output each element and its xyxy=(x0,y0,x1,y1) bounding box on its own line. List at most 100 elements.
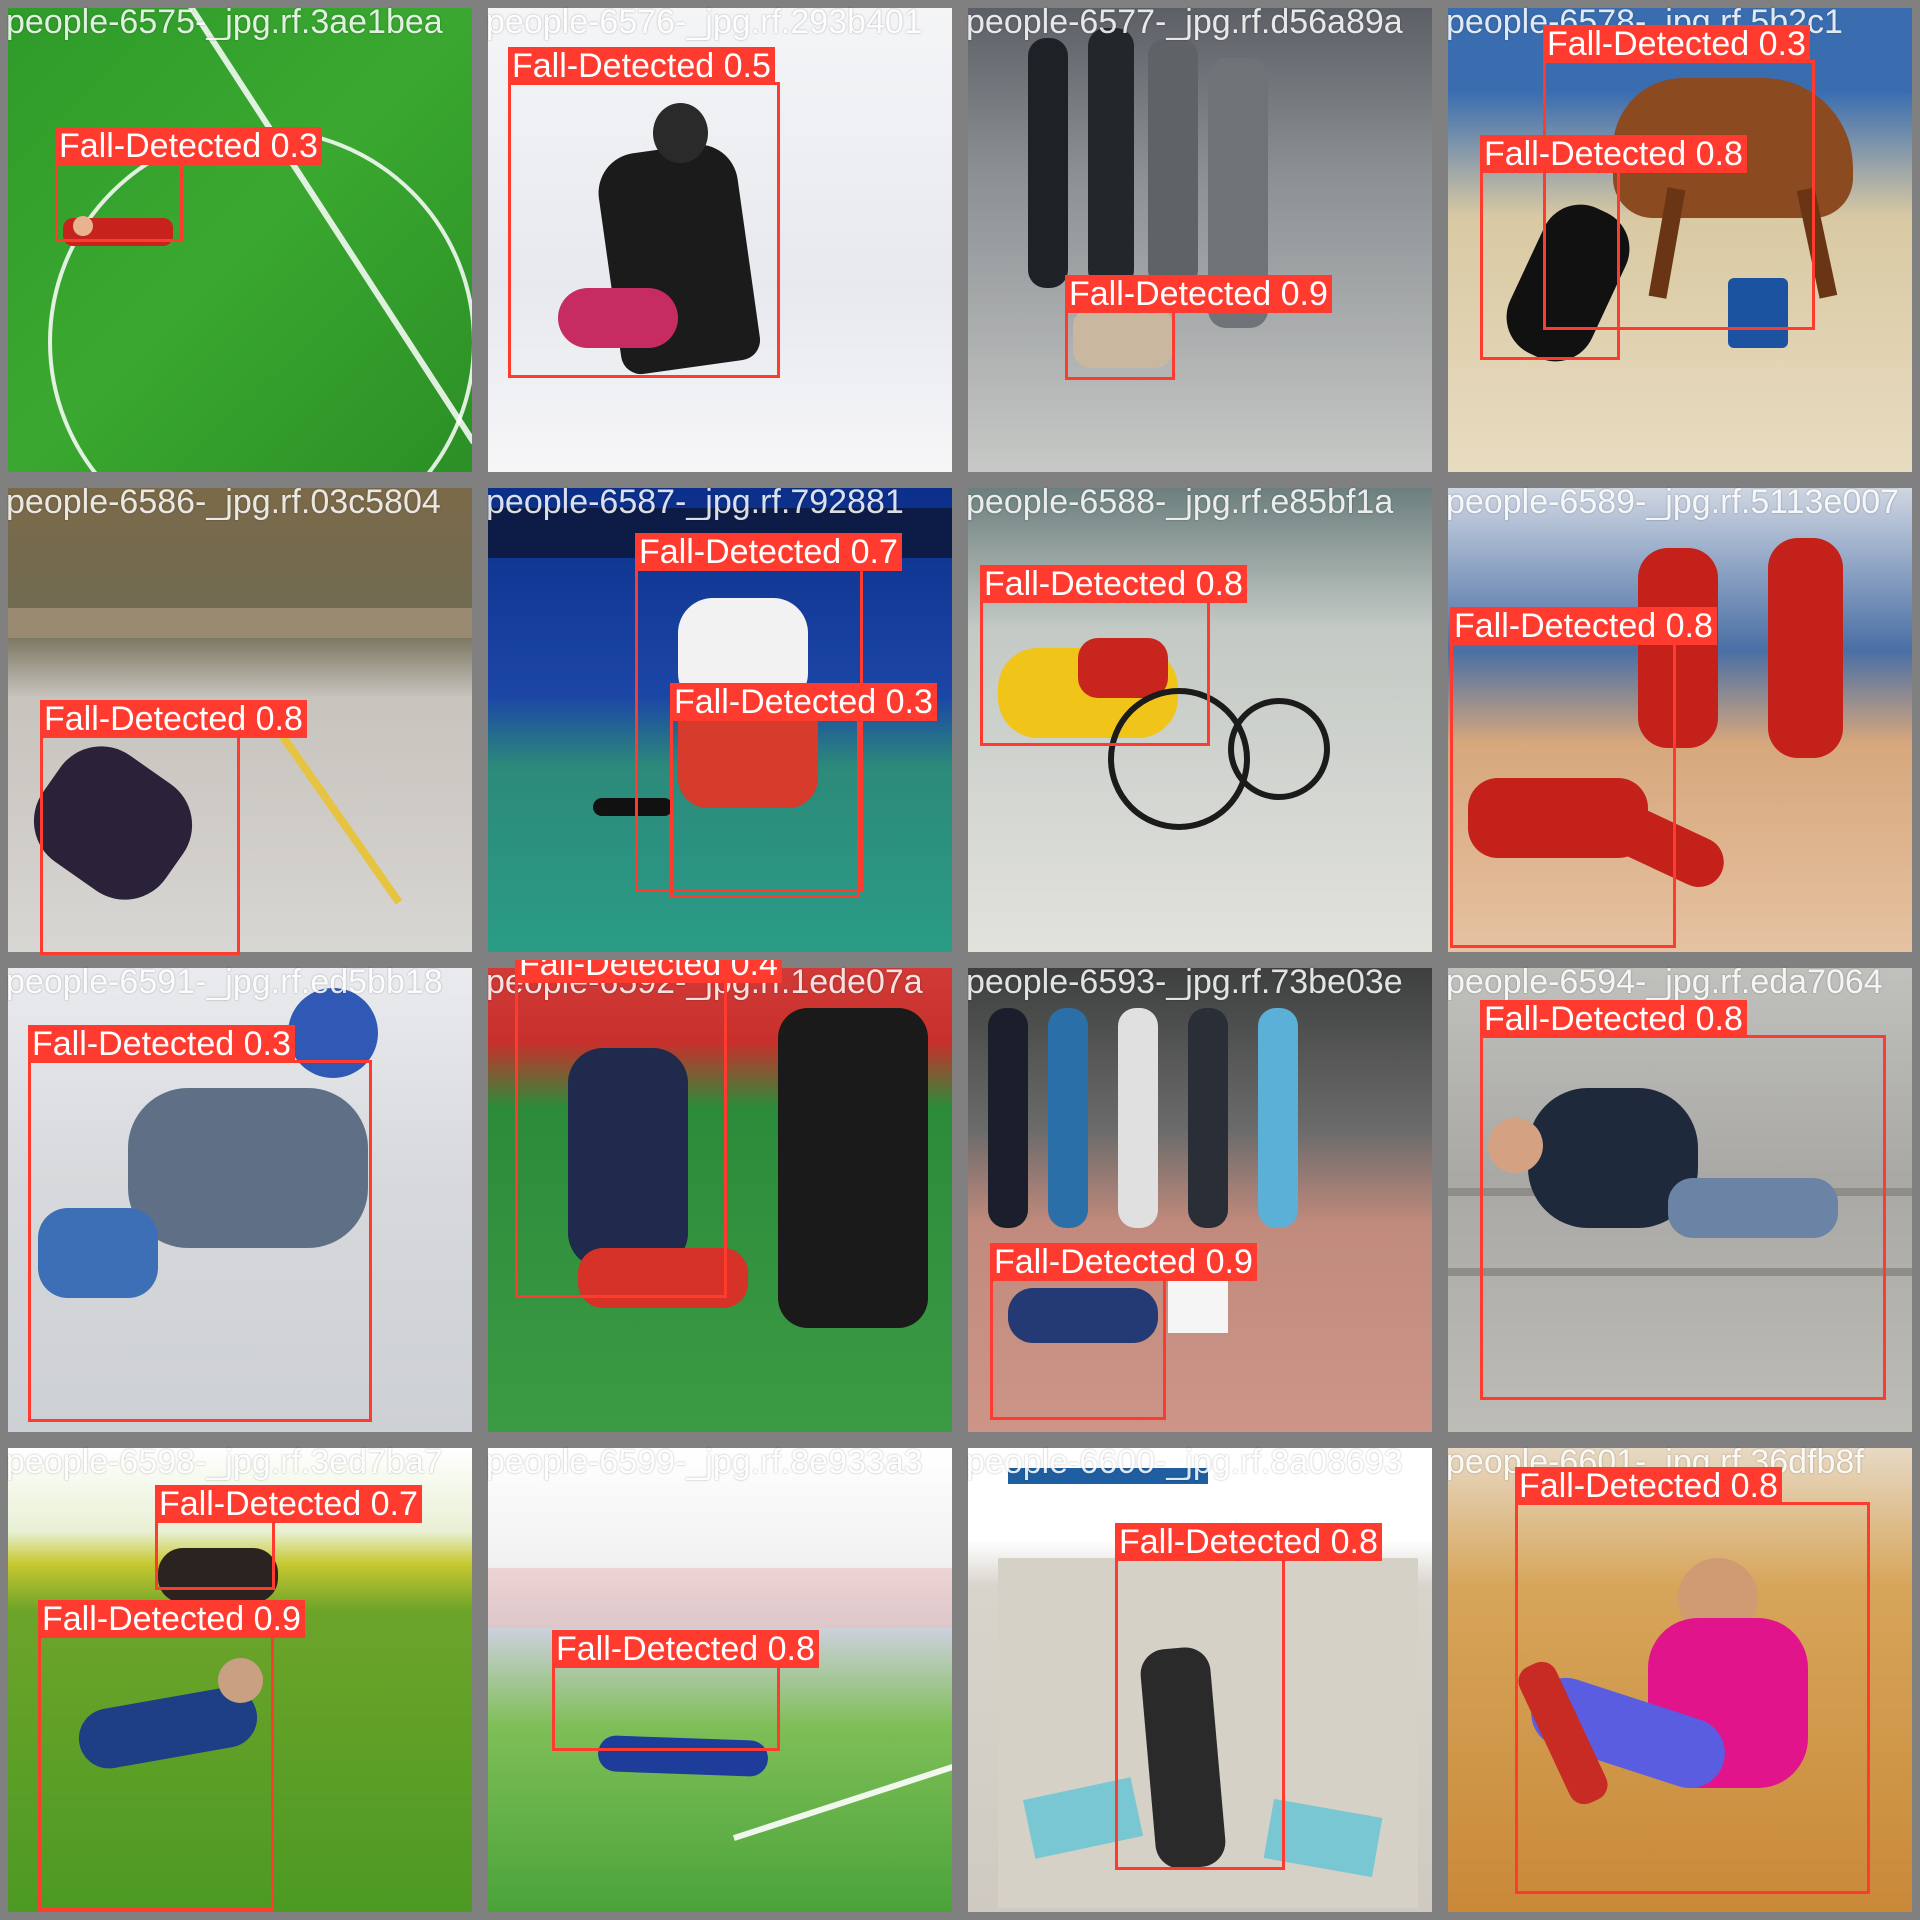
detection-label: Fall-Detected 0.8 xyxy=(1450,607,1717,645)
detection-box: Fall-Detected 0.8 xyxy=(40,700,307,955)
detection-box: Fall-Detected 0.3 xyxy=(670,683,937,898)
filename-label: people-6593-_jpg.rf.73be03e xyxy=(966,963,1403,1001)
detection-label: Fall-Detected 0.7 xyxy=(155,1485,422,1523)
child-body xyxy=(128,1088,368,1248)
tile-photo xyxy=(968,968,1432,1432)
detection-label: Fall-Detected 0.3 xyxy=(28,1025,295,1063)
detection-box: Fall-Detected 0.3 xyxy=(28,1025,372,1422)
detection-box: Fall-Detected 0.8 xyxy=(1515,1467,1870,1894)
medic xyxy=(568,1048,688,1268)
detection-label: Fall-Detected 0.3 xyxy=(670,683,937,721)
player-head xyxy=(73,216,93,236)
filename-label: people-6586-_jpg.rf.03c5804 xyxy=(6,483,441,521)
detection-box: Fall-Detected 0.8 xyxy=(980,565,1247,746)
detection-label: Fall-Detected 0.5 xyxy=(508,47,775,85)
filename-label: people-6600-_jpg.rf.8a08693 xyxy=(966,1443,1403,1481)
fallen-person xyxy=(1073,308,1173,368)
bike-wheel xyxy=(1228,698,1330,800)
image-tile[interactable]: people-6589-_jpg.rf.5113e007 Fall-Detect… xyxy=(1440,480,1920,960)
filename-label: people-6587-_jpg.rf.792881 xyxy=(486,483,904,521)
filename-label: people-6576-_jpg.rf.293b401 xyxy=(486,3,923,41)
sign-paper xyxy=(1168,1273,1228,1333)
detection-label: Fall-Detected 0.8 xyxy=(1480,135,1747,173)
standing-player xyxy=(1768,538,1843,758)
image-tile[interactable]: people-6577-_jpg.rf.d56a89a Fall-Detecte… xyxy=(960,0,1440,480)
detection-box: Fall-Detected 0.9 xyxy=(990,1243,1257,1420)
image-tile[interactable]: people-6600-_jpg.rf.8a08693 Fall-Detecte… xyxy=(960,1440,1440,1920)
detection-label: Fall-Detected 0.8 xyxy=(980,565,1247,603)
detection-box: Fall-Detected 0.9 xyxy=(38,1600,305,1911)
filename-label: people-6589-_jpg.rf.5113e007 xyxy=(1446,483,1900,521)
detection-label: Fall-Detected 0.8 xyxy=(1480,1000,1747,1038)
detection-box: Fall-Detected 0.3 xyxy=(1543,25,1815,330)
rollerblade xyxy=(38,1208,158,1298)
image-tile[interactable]: people-6588-_jpg.rf.e85bf1a Fall-Detecte… xyxy=(960,480,1440,960)
fallen-player xyxy=(578,1248,748,1308)
person-head xyxy=(218,1658,263,1703)
standing-person xyxy=(1118,1008,1158,1228)
tile-photo xyxy=(488,8,952,472)
tile-photo xyxy=(1448,1448,1912,1912)
tile-photo xyxy=(1448,488,1912,952)
image-tile[interactable]: people-6598-_jpg.rf.3ed7ba7 Fall-Detecte… xyxy=(0,1440,480,1920)
detection-label: Fall-Detected 0.9 xyxy=(990,1243,1257,1281)
standing-person xyxy=(1088,28,1134,288)
stone-wall xyxy=(8,608,472,638)
filename-label: people-6594-_jpg.rf.eda7064 xyxy=(1446,963,1883,1001)
detection-label: Fall-Detected 0.3 xyxy=(1543,25,1810,63)
standing-person xyxy=(1148,38,1198,288)
filename-label: people-6598-_jpg.rf.3ed7ba7 xyxy=(6,1443,443,1481)
standing-person xyxy=(1188,1008,1228,1228)
image-tile[interactable]: people-6586-_jpg.rf.03c5804 Fall-Detecte… xyxy=(0,480,480,960)
image-tile[interactable]: people-6578-_jpg.rf.5b2c1 Fall-Detected … xyxy=(1440,0,1920,480)
field-line xyxy=(732,1761,952,1841)
racket xyxy=(593,798,673,816)
tile-photo xyxy=(8,1448,472,1912)
standing-person xyxy=(1048,1008,1088,1228)
image-tile[interactable]: people-6587-_jpg.rf.792881 Fall-Detected… xyxy=(480,480,960,960)
standing-person xyxy=(1028,38,1068,288)
logo-mark xyxy=(1728,278,1788,348)
tile-photo xyxy=(488,968,952,1432)
detection-box: Fall-Detected 0.3 xyxy=(55,127,322,242)
filename-label: people-6575-_jpg.rf.3ae1bea xyxy=(6,3,443,41)
tile-photo xyxy=(968,8,1432,472)
detection-box: Fall-Detected 0.4 xyxy=(515,960,782,1298)
stadium-stands xyxy=(488,1568,952,1628)
image-tile[interactable]: people-6593-_jpg.rf.73be03e Fall-Detecte… xyxy=(960,960,1440,1440)
image-tile[interactable]: people-6594-_jpg.rf.eda7064 Fall-Detecte… xyxy=(1440,960,1920,1440)
pink-dress xyxy=(558,288,678,348)
tile-photo xyxy=(488,1448,952,1912)
fallen-man-legs xyxy=(1668,1178,1838,1238)
detection-box: Fall-Detected 0.9 xyxy=(1065,275,1332,380)
paramedic xyxy=(778,1008,928,1328)
detection-box: Fall-Detected 0.7 xyxy=(635,533,902,892)
detection-box: Fall-Detected 0.5 xyxy=(508,47,780,378)
detection-label: Fall-Detected 0.4 xyxy=(515,960,782,983)
detection-box: Fall-Detected 0.8 xyxy=(1115,1523,1382,1870)
filename-label: people-6577-_jpg.rf.d56a89a xyxy=(966,3,1403,41)
detection-label: Fall-Detected 0.9 xyxy=(1065,275,1332,313)
woman-head xyxy=(653,103,708,163)
standing-person xyxy=(1258,1008,1298,1228)
tile-photo xyxy=(1448,968,1912,1432)
image-tile[interactable]: people-6591-_jpg.rf.ed5bb18 Fall-Detecte… xyxy=(0,960,480,1440)
fallen-person xyxy=(1008,1288,1158,1343)
detection-label: Fall-Detected 0.7 xyxy=(635,533,902,571)
image-tile[interactable]: people-6576-_jpg.rf.293b401 Fall-Detecte… xyxy=(480,0,960,480)
cyclist-jersey xyxy=(1078,638,1168,698)
stair-edge xyxy=(1448,1268,1912,1276)
filename-label: people-6591-_jpg.rf.ed5bb18 xyxy=(6,963,443,1001)
detection-box: Fall-Detected 0.8 xyxy=(552,1630,819,1751)
image-tile[interactable]: people-6601-_jpg.rf.36dfb8f Fall-Detecte… xyxy=(1440,1440,1920,1920)
detection-box: Fall-Detected 0.8 xyxy=(1450,607,1717,948)
image-tile[interactable]: people-6575-_jpg.rf.3ae1bea Fall-Detecte… xyxy=(0,0,480,480)
image-tile[interactable]: people-6599-_jpg.rf.8e933a3 Fall-Detecte… xyxy=(480,1440,960,1920)
standing-person xyxy=(988,1008,1028,1228)
image-tile[interactable]: people-6592-_jpg.rf.1ede07a Fall-Detecte… xyxy=(480,960,960,1440)
header-bar xyxy=(1008,1468,1208,1484)
detection-label: Fall-Detected 0.8 xyxy=(1515,1467,1782,1505)
detection-box: Fall-Detected 0.7 xyxy=(155,1485,422,1590)
cattle xyxy=(158,1548,278,1603)
